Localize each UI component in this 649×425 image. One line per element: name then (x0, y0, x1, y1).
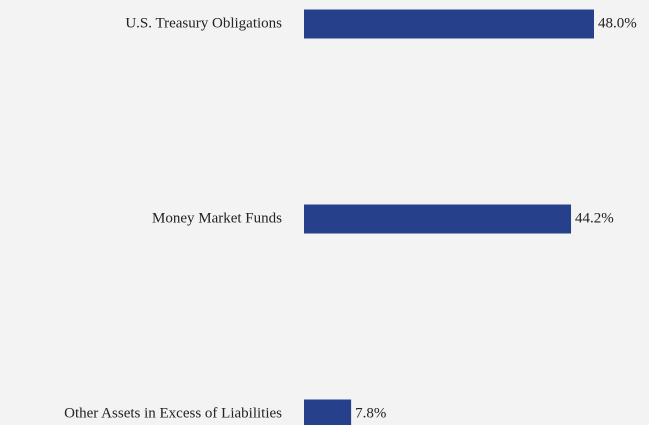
category-label: Other Assets in Excess of Liabilities (64, 405, 282, 421)
value-label: 7.8% (355, 405, 386, 421)
bar (304, 9, 594, 39)
value-label: 48.0% (598, 15, 637, 31)
category-label: U.S. Treasury Obligations (125, 15, 282, 31)
value-label: 44.2% (575, 210, 614, 226)
bar (304, 204, 572, 234)
category-label: Money Market Funds (152, 210, 282, 226)
bar (304, 399, 352, 425)
